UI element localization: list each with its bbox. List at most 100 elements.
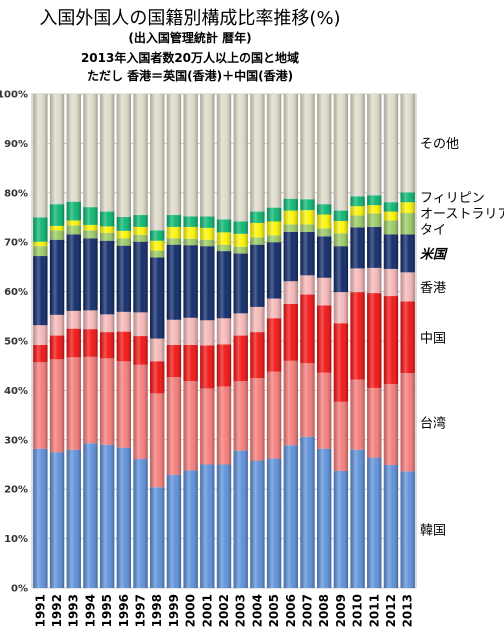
bar-segment-shading bbox=[400, 272, 415, 302]
bar-segment-shading bbox=[316, 372, 332, 449]
bar-segment-shading bbox=[350, 227, 365, 269]
bar-segment-shading bbox=[66, 310, 81, 329]
bar-segment-shading bbox=[400, 192, 415, 203]
bar-segment-shading bbox=[33, 325, 48, 345]
legend-entry: オーストラリア bbox=[420, 207, 504, 222]
y-tick-label: 60% bbox=[4, 287, 28, 298]
bar-segment-shading bbox=[383, 94, 399, 203]
bar-stack bbox=[400, 94, 415, 588]
x-tick-label: 2009 bbox=[334, 594, 348, 627]
bar-segment-shading bbox=[133, 226, 148, 235]
bar-segment-shading bbox=[400, 373, 415, 472]
bar-segment-shading bbox=[300, 94, 315, 200]
bar-segment-shading bbox=[316, 228, 332, 237]
bar-segment-shading bbox=[316, 94, 332, 205]
x-tick-label: 2004 bbox=[250, 594, 264, 627]
bar-segment-shading bbox=[183, 226, 198, 239]
x-tick-label: 1995 bbox=[100, 594, 114, 627]
bar-segment-shading bbox=[133, 241, 148, 313]
x-tick-label: 1996 bbox=[117, 594, 131, 627]
bar-segment-shading bbox=[99, 314, 115, 333]
bar-segment-shading bbox=[250, 306, 265, 333]
bar-segment-shading bbox=[233, 221, 248, 234]
bar-stack bbox=[83, 94, 98, 588]
x-tick-label: 1999 bbox=[167, 594, 181, 627]
y-axis: 0% 10% 20% 30% 40% 50% 60% 70% 80% 90% 100% bbox=[0, 90, 28, 595]
bar-segment-shading bbox=[83, 230, 98, 239]
chart-subtitle-1: (出入国管理統計 暦年) bbox=[128, 30, 251, 45]
bar-segment-shading bbox=[116, 94, 132, 218]
bar-segment-shading bbox=[233, 450, 248, 588]
y-tick-label: 40% bbox=[4, 386, 28, 397]
x-tick-label: 2001 bbox=[200, 594, 214, 627]
bar-segment-shading bbox=[200, 464, 215, 588]
x-tick-label: 2011 bbox=[367, 594, 381, 627]
bar-segment-shading bbox=[266, 458, 282, 588]
bar-segment-shading bbox=[99, 94, 115, 212]
bar-segment-shading bbox=[116, 361, 132, 448]
bar-segment-shading bbox=[383, 211, 399, 221]
bar-stack bbox=[233, 94, 248, 588]
bar-stack bbox=[99, 94, 115, 588]
bar-segment-shading bbox=[233, 94, 248, 222]
bar-segment-shading bbox=[49, 230, 65, 240]
bar-segment-shading bbox=[49, 335, 65, 360]
bar-segment-shading bbox=[367, 267, 382, 294]
bar-segment-shading bbox=[350, 196, 365, 207]
bar-stack bbox=[166, 94, 182, 588]
bar-stack bbox=[183, 94, 198, 588]
bar-stack bbox=[33, 94, 48, 588]
bar-segment-shading bbox=[150, 393, 165, 488]
y-tick-label: 90% bbox=[4, 139, 28, 150]
bar-segment-shading bbox=[166, 319, 182, 345]
bar-segment-shading bbox=[133, 234, 148, 242]
bar-segment-shading bbox=[233, 313, 248, 336]
bar-segment-shading bbox=[333, 292, 349, 324]
legend-entry: その他 bbox=[420, 137, 459, 152]
bar-segment-shading bbox=[33, 94, 48, 218]
bar-stack bbox=[350, 94, 365, 588]
bar-segment-shading bbox=[367, 213, 382, 227]
bar-segment-shading bbox=[383, 296, 399, 384]
x-tick-label: 2013 bbox=[401, 594, 415, 627]
legend-entry: 台湾 bbox=[420, 415, 446, 431]
legend-entry: フィリピン bbox=[420, 191, 485, 206]
bar-segment-shading bbox=[66, 220, 81, 226]
bars bbox=[33, 94, 415, 588]
bar-segment-shading bbox=[183, 238, 198, 246]
bar-segment-shading bbox=[99, 444, 115, 588]
x-tick-label: 1992 bbox=[50, 594, 64, 627]
bar-segment-shading bbox=[83, 207, 98, 225]
bar-segment-shading bbox=[66, 94, 81, 202]
bar-stack bbox=[383, 94, 399, 588]
bar-segment-shading bbox=[333, 323, 349, 402]
bar-segment-shading bbox=[367, 195, 382, 206]
bar-segment-shading bbox=[266, 298, 282, 319]
x-tick-label: 2000 bbox=[184, 594, 198, 627]
bar-segment-shading bbox=[183, 216, 198, 227]
legend-entry: 米国 bbox=[420, 246, 448, 262]
bar-segment-shading bbox=[200, 246, 215, 321]
bar-segment-shading bbox=[216, 244, 232, 252]
bar-segment-shading bbox=[400, 471, 415, 588]
bar-segment-shading bbox=[333, 470, 349, 588]
bar-segment-shading bbox=[350, 206, 365, 216]
bar-segment-shading bbox=[400, 234, 415, 273]
bar-segment-shading bbox=[133, 312, 148, 337]
bar-segment-shading bbox=[150, 250, 165, 258]
bar-stack bbox=[316, 94, 332, 588]
bar-segment-shading bbox=[283, 231, 298, 282]
bar-segment-shading bbox=[316, 305, 332, 373]
bar-segment-shading bbox=[300, 363, 315, 437]
bar-segment-shading bbox=[300, 294, 315, 364]
bar-segment-shading bbox=[233, 335, 248, 382]
bar-segment-shading bbox=[216, 464, 232, 588]
bar-segment-shading bbox=[99, 211, 115, 227]
legend-entry: 香港 bbox=[420, 281, 446, 296]
bar-segment-shading bbox=[383, 220, 399, 235]
bar-segment-shading bbox=[200, 227, 215, 240]
bar-segment-shading bbox=[200, 216, 215, 228]
bar-segment-shading bbox=[333, 401, 349, 471]
bar-segment-shading bbox=[367, 94, 382, 196]
